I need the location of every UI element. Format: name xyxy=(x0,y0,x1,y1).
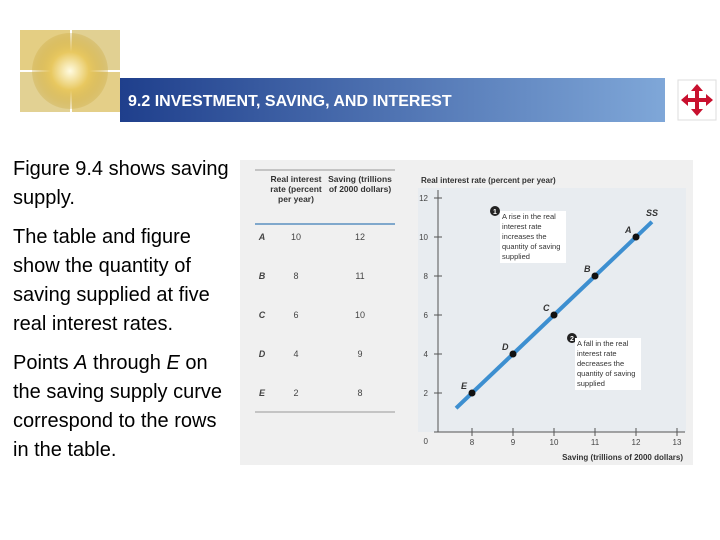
y-tick-label: 6 xyxy=(424,311,429,320)
table-cell: 10 xyxy=(355,310,365,320)
table-cell: 6 xyxy=(293,310,298,320)
text-run: Figure 9.4 shows saving supply. xyxy=(13,158,229,209)
point-label: A xyxy=(624,225,632,235)
table-cell: 8 xyxy=(293,271,298,281)
callout-text: A fall in the real interest rate decreas… xyxy=(575,338,641,390)
nav-icon[interactable] xyxy=(677,79,717,121)
y-tick-label: 12 xyxy=(419,194,428,203)
row-label: E xyxy=(259,388,266,398)
x-tick-label: 10 xyxy=(550,438,559,447)
callout-badge xyxy=(567,333,577,343)
point-label: B xyxy=(584,264,591,274)
callout-badge xyxy=(490,206,500,216)
data-point xyxy=(468,389,476,397)
row-label: B xyxy=(259,271,266,281)
table-header: Saving (trillions of 2000 dollars) xyxy=(328,174,392,194)
text-run: E xyxy=(166,352,180,374)
callout-number: 1 xyxy=(493,209,497,216)
y-tick-label: 2 xyxy=(424,389,429,398)
slide-title: 9.2 INVESTMENT, SAVING, AND INTEREST xyxy=(128,93,452,110)
text-run: The table and figure show the quantity o… xyxy=(13,226,210,335)
x-tick-label: 13 xyxy=(673,438,682,447)
table-cell: 8 xyxy=(357,388,362,398)
callout-text: A rise in the real interest rate increas… xyxy=(500,211,566,263)
text-run: on the saving supply curve correspond to… xyxy=(13,352,223,461)
curve-extension xyxy=(634,220,654,239)
body-text: Figure 9.4 shows saving supply. The table… xyxy=(13,155,235,475)
table-cell: 9 xyxy=(357,349,362,359)
row-label: A xyxy=(258,232,266,242)
point-label: E xyxy=(461,381,468,391)
data-point xyxy=(632,233,640,241)
table-cell: 2 xyxy=(293,388,298,398)
title-bar xyxy=(120,78,665,122)
text-run: A xyxy=(74,352,88,374)
y-tick-label: 10 xyxy=(419,233,428,242)
logo-decoration xyxy=(20,30,120,112)
table-cell: 4 xyxy=(293,349,298,359)
data-point xyxy=(509,350,517,358)
y-axis-title: Real interest rate (percent per year) xyxy=(421,176,556,185)
row-label: D xyxy=(259,349,266,359)
x-tick-label: 12 xyxy=(632,438,641,447)
curve-extension xyxy=(454,391,474,410)
paragraph: The table and figure show the quantity o… xyxy=(13,223,235,339)
table-cell: 10 xyxy=(291,232,301,242)
series-label: SS xyxy=(646,208,658,218)
table-header: Real interest rate (percent per year) xyxy=(270,174,322,204)
point-label: D xyxy=(502,342,509,352)
y-tick-label: 0 xyxy=(424,437,429,446)
text-run: Points xyxy=(13,352,75,374)
x-tick-label: 11 xyxy=(591,438,600,447)
y-tick-label: 8 xyxy=(424,272,429,281)
y-tick-label: 4 xyxy=(424,350,429,359)
row-label: C xyxy=(259,310,266,320)
data-point xyxy=(550,311,558,319)
data-point xyxy=(591,272,599,280)
x-axis-title: Saving (trillions of 2000 dollars) xyxy=(562,453,683,462)
table-cell: 12 xyxy=(355,232,365,242)
table-cell: 11 xyxy=(355,271,364,281)
callout-number: 2 xyxy=(570,336,574,343)
paragraph: Figure 9.4 shows saving supply. xyxy=(13,155,235,213)
x-tick-label: 9 xyxy=(511,438,516,447)
text-run: through xyxy=(87,352,167,374)
x-tick-label: 8 xyxy=(470,438,475,447)
paragraph: Points A through E on the saving supply … xyxy=(13,349,235,465)
point-label: C xyxy=(543,303,550,313)
